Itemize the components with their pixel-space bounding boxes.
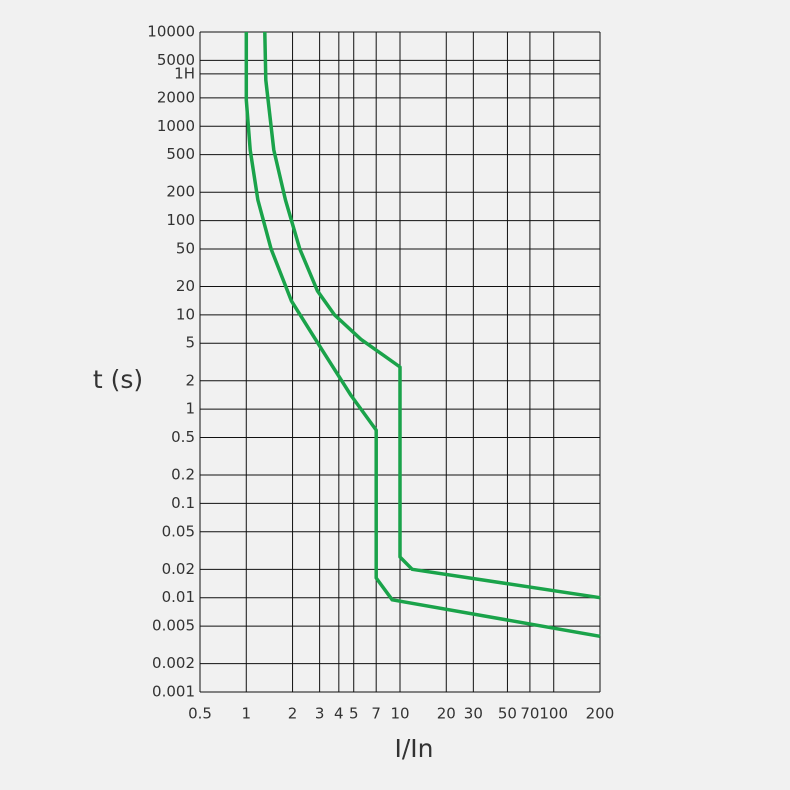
y-tick-label: 0.002 [152, 654, 195, 672]
y-tick-label: 2000 [157, 88, 195, 106]
x-tick-label: 70 [520, 705, 539, 723]
y-tick-label: 200 [166, 183, 195, 201]
y-tick-label: 0.5 [171, 428, 195, 446]
y-tick-label: 0.01 [162, 588, 195, 606]
y-tick-label: 0.1 [171, 494, 195, 512]
y-tick-label: 20 [176, 277, 195, 295]
y-tick-label: 0.005 [152, 617, 195, 635]
x-tick-label: 4 [334, 705, 344, 723]
trip-curve [263, 31, 601, 600]
y-tick-label: 50 [176, 239, 195, 257]
y-tick-label: 2 [185, 371, 195, 389]
x-tick-label: 100 [539, 705, 568, 723]
y-tick-label: 0.001 [152, 683, 195, 701]
x-tick-label: 20 [437, 705, 456, 723]
y-axis-label: t (s) [93, 365, 143, 394]
x-tick-label: 0.5 [188, 705, 212, 723]
y-tick-label: 1 [185, 400, 195, 418]
x-tick-label: 50 [498, 705, 517, 723]
x-axis-label: I/In [394, 734, 433, 763]
y-tick-label: 10 [176, 305, 195, 323]
x-tick-label: 7 [371, 705, 381, 723]
x-tick-label: 30 [464, 705, 483, 723]
x-tick-label: 1 [242, 705, 252, 723]
x-tick-label: 2 [288, 705, 298, 723]
y-tick-label: 100 [166, 211, 195, 229]
x-tick-label: 3 [315, 705, 325, 723]
y-tick-label: 0.05 [162, 522, 195, 540]
y-tick-label: 0.2 [171, 466, 195, 484]
x-tick-label: 5 [349, 705, 359, 723]
x-tick-label: 10 [390, 705, 409, 723]
y-tick-label: 10000 [147, 23, 195, 41]
y-tick-label: 1H [174, 64, 195, 82]
y-tick-label: 0.02 [162, 560, 195, 578]
y-tick-label: 1000 [157, 117, 195, 135]
y-tick-label: 5000 [157, 51, 195, 69]
y-tick-label: 500 [166, 145, 195, 163]
x-tick-label: 200 [586, 705, 615, 723]
y-tick-label: 5 [185, 334, 195, 352]
trip-curve [244, 32, 601, 639]
